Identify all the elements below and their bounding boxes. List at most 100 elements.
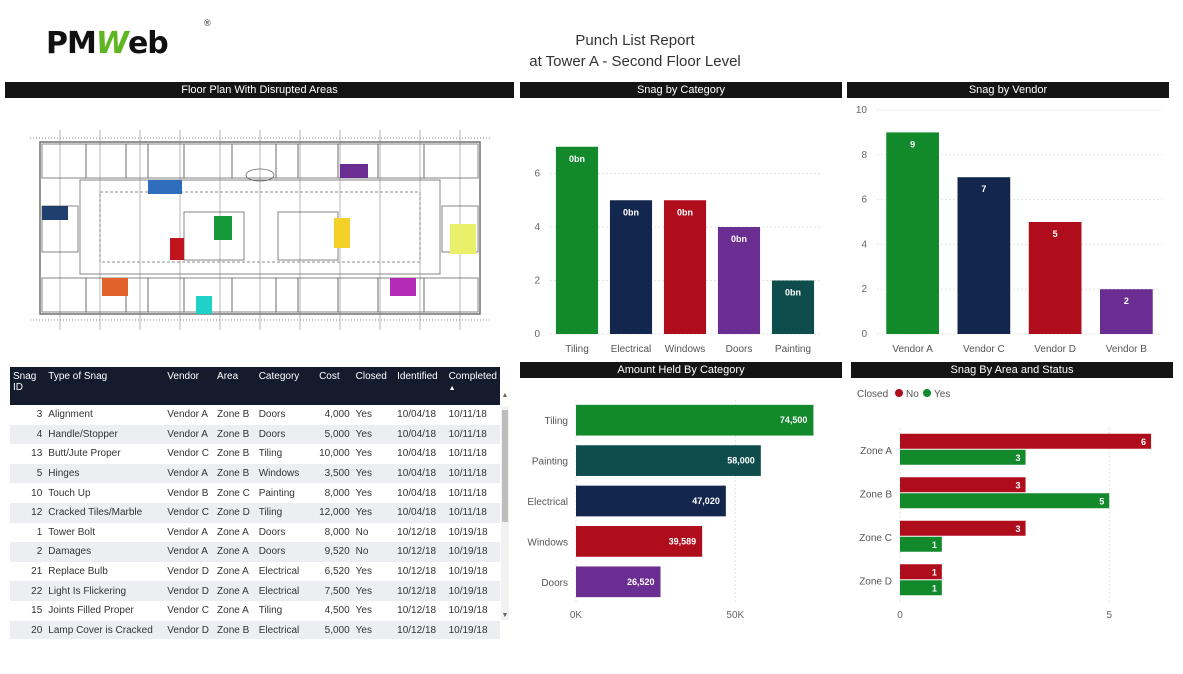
table-cell: Damages [48, 546, 92, 558]
table-row[interactable]: 3 Alignment Vendor A Zone B Doors 4,000 Yes 10/… [10, 405, 500, 425]
column-header[interactable]: Cost [316, 367, 353, 405]
table-cell: Vendor D [167, 585, 209, 597]
x-tick-label: 0 [897, 610, 903, 621]
bar-vendor-b[interactable] [1100, 289, 1153, 334]
y-tick-label: Electrical [527, 497, 568, 508]
table-cell: 9,520 [324, 546, 350, 558]
table-cell: 5 [36, 468, 43, 480]
y-tick-label: Painting [532, 457, 568, 468]
bar-zone-c-no[interactable] [900, 520, 1026, 536]
table-row[interactable]: 2 Damages Vendor A Zone A Doors 9,520 No 10/12/… [10, 542, 500, 562]
column-header[interactable]: Completed ▲ [446, 367, 500, 405]
table-cell: 10/11/18 [448, 507, 487, 519]
x-tick-label: Electrical [611, 344, 652, 355]
amount-category-header: Amount Held By Category [520, 362, 842, 378]
legend-label[interactable]: No [906, 389, 919, 400]
snag-vendor-header: Snag by Vendor [847, 82, 1169, 98]
table-row[interactable]: 1 Tower Bolt Vendor A Zone A Doors 8,000 No 10/… [10, 523, 500, 543]
scrollbar-thumb[interactable] [502, 410, 508, 522]
table-row[interactable]: 20 Lamp Cover is Cracked Vendor D Zone B Ele… [10, 620, 500, 639]
logo-registered-mark: ® [204, 18, 211, 28]
bar-zone-c-yes[interactable] [900, 536, 942, 552]
table-cell: 10/19/18 [448, 546, 488, 558]
column-header[interactable]: Snag ID [10, 367, 45, 405]
table-row[interactable]: 13 Butt/Jute Proper Vendor C Zone B Tiling 10… [10, 444, 500, 464]
table-cell: 8,000 [324, 487, 350, 499]
table-row[interactable]: 5 Hinges Vendor A Zone B Windows 3,500 Yes 10/0… [10, 463, 500, 484]
table-cell: 10,000 [319, 448, 350, 460]
column-header[interactable]: Vendor [164, 367, 214, 405]
legend-label[interactable]: Yes [934, 389, 950, 400]
bar-electrical[interactable] [609, 200, 653, 334]
table-cell: Electrical [258, 566, 300, 578]
table-cell: Painting [258, 487, 295, 499]
bar-tiling[interactable] [576, 404, 814, 436]
data-label: 5 [1099, 496, 1104, 506]
table-row[interactable]: 15 Joints Filled Proper Vendor C Zone A Tili… [10, 601, 500, 621]
table-row[interactable]: 21 Replace Bulb Vendor D Zone A Electrical 6,… [10, 562, 500, 582]
column-header-label: Closed [355, 371, 387, 382]
legend-marker-no [895, 389, 903, 397]
column-header[interactable]: Type of Snag [45, 367, 164, 405]
bar-tiling[interactable] [555, 146, 599, 334]
bar-vendor-a[interactable] [886, 132, 939, 334]
table-scrollbar[interactable]: ▲ ▼ [501, 392, 509, 620]
bar-zone-a-yes[interactable] [900, 449, 1026, 465]
bar-zone-d-no[interactable] [900, 564, 942, 580]
table-cell: Vendor A [167, 468, 208, 480]
bar-windows[interactable] [663, 200, 707, 334]
table-cell: Electrical [258, 624, 300, 636]
x-tick-label: Vendor A [892, 344, 933, 355]
table-cell: Electrical [258, 585, 300, 597]
table-row[interactable]: 4 Handle/Stopper Vendor A Zone B Doors 5,000 Y… [10, 424, 500, 445]
bar-doors[interactable] [576, 566, 661, 598]
scroll-up-arrow-icon[interactable]: ▲ [501, 392, 509, 399]
table-cell: Tiling [258, 448, 283, 460]
table-cell: 6,520 [324, 566, 350, 578]
bar-vendor-d[interactable] [1028, 222, 1082, 334]
table-cell: Windows [258, 468, 300, 480]
bar-zone-a-no[interactable] [900, 433, 1152, 449]
table-row[interactable]: 10 Touch Up Vendor B Zone C Painting 8,000 Yes… [10, 483, 500, 503]
table-cell: Yes [355, 428, 372, 440]
bar-vendor-c[interactable] [957, 177, 1011, 334]
snag-by-area-status-chart: 0 5 Zone A 6 3 Zone B 3 5 Zone C 3 1 Zone D 1 1 Closed… [857, 389, 1152, 621]
table-row[interactable]: 22 Light Is Flickering Vendor D Zone A Elect… [10, 581, 500, 601]
table-cell: Light Is Flickering [48, 585, 127, 597]
table-cell: 10/04/18 [397, 487, 437, 499]
data-label: 7 [981, 184, 986, 194]
scroll-down-arrow-icon[interactable]: ▼ [501, 612, 509, 619]
bar-electrical[interactable] [576, 485, 726, 517]
table-cell: Zone D [217, 507, 250, 519]
table-cell: Zone A [217, 566, 249, 578]
column-header[interactable]: Area [214, 367, 256, 405]
y-tick-label: Doors [541, 578, 568, 589]
column-header-label: Snag ID [13, 371, 37, 393]
column-header[interactable]: Identified [394, 367, 445, 405]
table-cell: Vendor A [167, 428, 208, 440]
bar-zone-b-yes[interactable] [900, 493, 1110, 509]
column-header[interactable]: Closed [353, 367, 394, 405]
floor-plan-drawing [30, 130, 490, 330]
table-cell: 10/19/18 [448, 624, 488, 636]
sort-ascending-icon: ▲ [448, 385, 456, 392]
snag-table-container[interactable]: Snag ID Type of Snag Vendor Area Category Cos… [10, 367, 510, 639]
table-cell: 12,000 [319, 507, 350, 519]
table-cell: Vendor D [167, 566, 209, 578]
bar-painting[interactable] [576, 445, 761, 476]
bar-doors[interactable] [717, 227, 761, 334]
data-label: 2 [1124, 296, 1129, 306]
table-row[interactable]: 12 Cracked Tiles/Marble Vendor C Zone D Tili… [10, 502, 500, 523]
bar-windows[interactable] [576, 526, 703, 557]
column-header[interactable]: Category [256, 367, 316, 405]
table-cell: Doors [258, 409, 286, 421]
bar-zone-d-yes[interactable] [900, 580, 942, 596]
table-cell: 7,500 [324, 585, 350, 597]
table-cell: Yes [355, 409, 372, 421]
bar-zone-b-no[interactable] [900, 477, 1026, 493]
table-cell: 12 [31, 507, 43, 519]
table-cell: Cracked Tiles/Marble [48, 507, 143, 519]
table-cell: 10/11/18 [448, 428, 487, 440]
x-tick-label: Vendor C [963, 344, 1005, 355]
bar-painting[interactable] [771, 280, 815, 335]
